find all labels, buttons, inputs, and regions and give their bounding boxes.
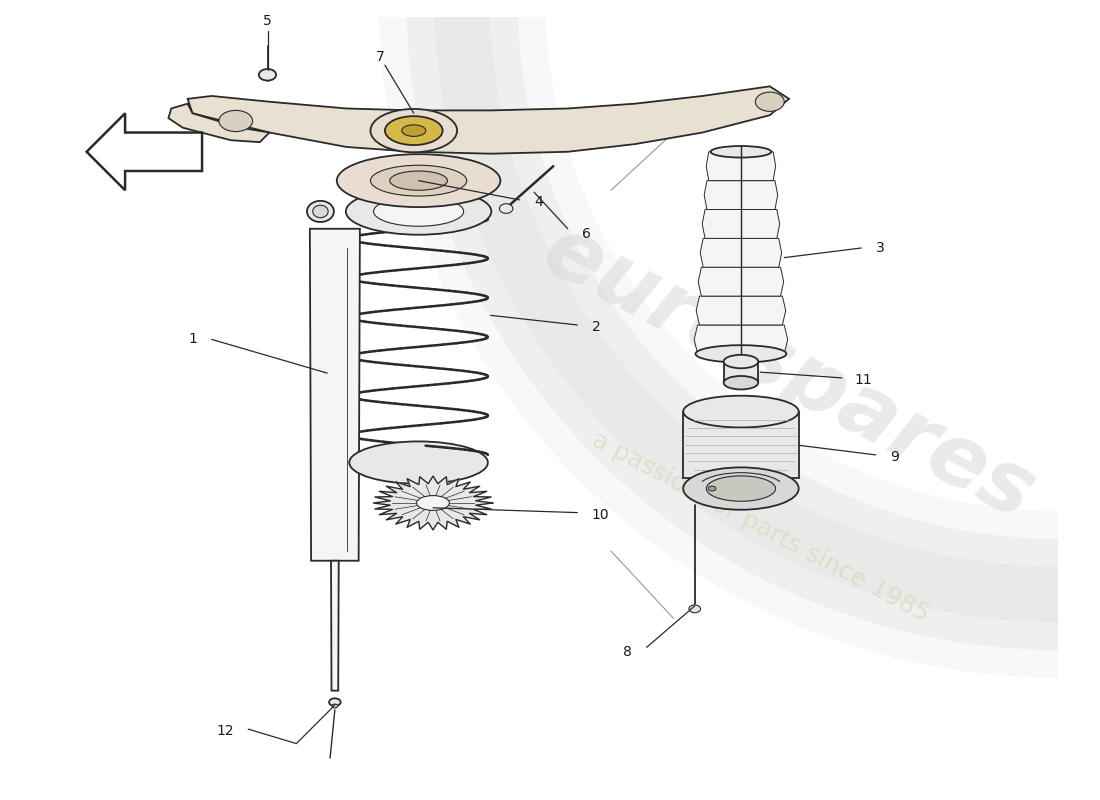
Text: 5: 5 <box>263 14 272 28</box>
Ellipse shape <box>708 486 716 491</box>
Ellipse shape <box>374 197 463 226</box>
Text: 2: 2 <box>592 320 601 334</box>
Ellipse shape <box>258 69 276 81</box>
Ellipse shape <box>385 116 442 145</box>
Ellipse shape <box>371 109 458 152</box>
Text: 11: 11 <box>855 373 872 387</box>
Text: a passion for parts since 1985: a passion for parts since 1985 <box>587 428 933 626</box>
Polygon shape <box>696 296 785 325</box>
Text: 6: 6 <box>582 226 591 241</box>
Ellipse shape <box>695 345 786 362</box>
Ellipse shape <box>417 495 450 510</box>
Ellipse shape <box>389 171 448 190</box>
Ellipse shape <box>402 125 426 136</box>
Text: 12: 12 <box>217 724 234 738</box>
Ellipse shape <box>683 396 799 427</box>
Ellipse shape <box>689 605 701 613</box>
Text: eurospares: eurospares <box>529 209 1049 538</box>
Ellipse shape <box>371 166 466 196</box>
Text: 9: 9 <box>890 450 899 464</box>
Polygon shape <box>331 561 339 690</box>
Ellipse shape <box>724 355 758 368</box>
Ellipse shape <box>499 204 513 214</box>
Ellipse shape <box>219 110 253 131</box>
Ellipse shape <box>337 154 500 207</box>
Polygon shape <box>702 210 780 238</box>
Text: 8: 8 <box>624 645 632 659</box>
Polygon shape <box>698 267 783 296</box>
Ellipse shape <box>312 205 328 218</box>
Ellipse shape <box>724 376 758 390</box>
Ellipse shape <box>345 188 492 234</box>
Polygon shape <box>373 476 493 530</box>
Text: 3: 3 <box>876 241 884 255</box>
Ellipse shape <box>683 467 799 510</box>
Ellipse shape <box>350 442 488 484</box>
Polygon shape <box>706 152 776 181</box>
Polygon shape <box>683 411 799 478</box>
Text: 4: 4 <box>535 195 542 209</box>
Ellipse shape <box>307 201 334 222</box>
Ellipse shape <box>329 698 341 706</box>
Polygon shape <box>704 181 778 210</box>
Text: 10: 10 <box>592 507 609 522</box>
Text: 7: 7 <box>376 50 385 65</box>
Ellipse shape <box>756 92 784 111</box>
Text: 1: 1 <box>188 333 197 346</box>
Ellipse shape <box>706 476 776 502</box>
Polygon shape <box>188 86 789 154</box>
Ellipse shape <box>332 704 338 708</box>
Polygon shape <box>168 104 270 142</box>
Polygon shape <box>310 229 360 561</box>
Ellipse shape <box>711 146 771 158</box>
Polygon shape <box>694 325 788 354</box>
Polygon shape <box>701 238 782 267</box>
Polygon shape <box>724 362 758 382</box>
